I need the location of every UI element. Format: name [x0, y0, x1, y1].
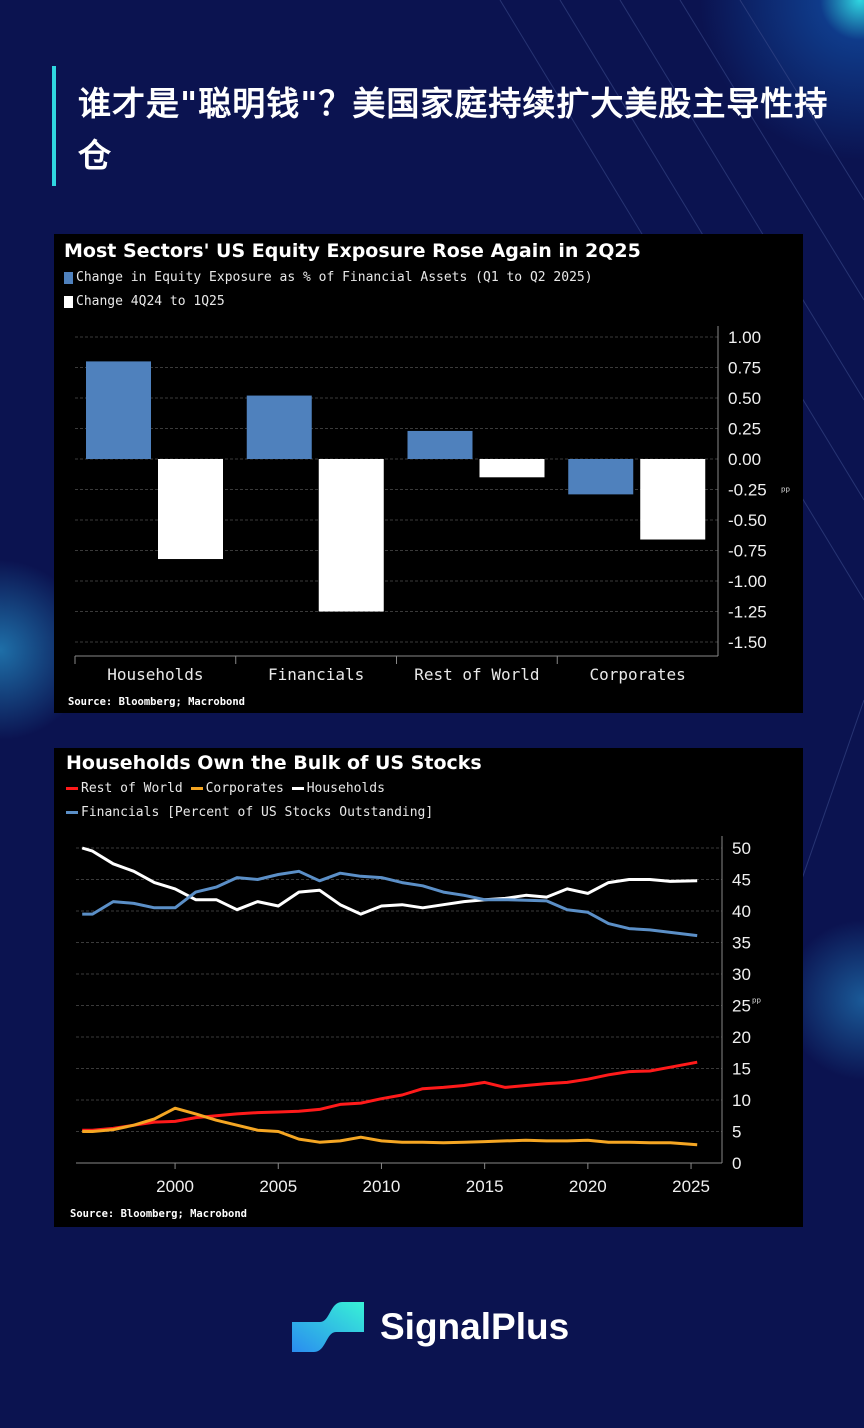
x-tick-label: 2000 — [156, 1177, 194, 1196]
signalplus-logo: SignalPlus — [290, 1300, 569, 1354]
y-tick-label: 30 — [732, 965, 751, 984]
brand-name: SignalPlus — [380, 1306, 570, 1347]
legend-swatch — [64, 295, 73, 308]
y-tick-label: 50 — [732, 839, 751, 858]
y-tick-label: -0.25 — [728, 481, 767, 500]
series-line-corporates — [82, 1106, 698, 1147]
signalplus-logo-icon — [292, 1302, 364, 1352]
x-category-label: Corporates — [589, 665, 685, 684]
y-tick-label: 20 — [732, 1028, 751, 1047]
y-tick-label: 0 — [732, 1154, 741, 1173]
legend-swatch — [64, 271, 73, 284]
y-tick-label: 15 — [732, 1060, 751, 1079]
bar-households-series-2 — [158, 459, 223, 560]
unit-label: pp — [781, 486, 790, 494]
y-tick-label: 1.00 — [728, 328, 761, 347]
x-category-label: Households — [107, 665, 203, 684]
x-category-label: Rest of World — [414, 665, 539, 684]
series-line-rest — [82, 1060, 698, 1132]
bar-financials-series-2 — [318, 459, 384, 612]
legend-label: Corporates — [205, 781, 284, 796]
legend-label: Change in Equity Exposure as % of Financ… — [76, 270, 593, 285]
y-tick-label: 10 — [732, 1091, 751, 1110]
bar-corporates-series-1 — [568, 459, 634, 495]
x-tick-label: 2020 — [569, 1177, 607, 1196]
x-tick-label: 2025 — [672, 1177, 710, 1196]
bar-financials-series-1 — [246, 395, 312, 459]
unit-label: pp — [752, 997, 761, 1005]
y-tick-label: 35 — [732, 934, 751, 953]
legend-item-q1-q2: Change in Equity Exposure as % of Financ… — [64, 270, 593, 285]
series-line-financials — [82, 869, 698, 938]
chart-source: Source: Bloomberg; Macrobond — [68, 696, 246, 708]
chart-source: Source: Bloomberg; Macrobond — [70, 1208, 248, 1220]
legend-label: Households — [306, 781, 385, 796]
y-tick-label: -1.00 — [728, 572, 767, 591]
x-category-label: Financials — [268, 665, 364, 684]
x-tick-label: 2010 — [363, 1177, 401, 1196]
y-tick-label: 25 — [732, 997, 751, 1016]
y-tick-label: 0.25 — [728, 420, 761, 439]
legend-item-4q24-1q25: Change 4Q24 to 1Q25 — [64, 294, 225, 309]
title-accent-bar — [52, 66, 56, 186]
legend-label: Change 4Q24 to 1Q25 — [76, 294, 225, 309]
legend-row-1: Rest of World Corporates Households — [66, 781, 385, 796]
y-tick-label: -0.75 — [728, 542, 767, 561]
y-tick-label: 0.75 — [728, 359, 761, 378]
y-tick-label: 0.00 — [728, 450, 761, 469]
y-tick-label: -1.50 — [728, 633, 767, 652]
chart-title: Most Sectors' US Equity Exposure Rose Ag… — [64, 240, 641, 262]
bar-households-series-1 — [86, 361, 151, 459]
legend-label: Financials [Percent of US Stocks Outstan… — [81, 805, 434, 820]
x-tick-label: 2015 — [466, 1177, 504, 1196]
y-tick-label: 40 — [732, 902, 751, 921]
chart-title: Households Own the Bulk of US Stocks — [66, 752, 482, 774]
y-tick-label: 45 — [732, 871, 751, 890]
line-chart-stock-ownership: Households Own the Bulk of US Stocks Res… — [54, 748, 803, 1227]
bar-chart-equity-exposure: Most Sectors' US Equity Exposure Rose Ag… — [54, 234, 803, 713]
y-tick-label: 0.50 — [728, 389, 761, 408]
y-tick-label: -0.50 — [728, 511, 767, 530]
y-tick-label: 5 — [732, 1123, 741, 1142]
legend-swatch-rest-of-world — [66, 787, 78, 790]
y-tick-label: -1.25 — [728, 603, 767, 622]
bar-corporates-series-2 — [640, 459, 706, 540]
legend-label: Rest of World — [81, 781, 183, 796]
bar-rest-of-world-series-2 — [479, 459, 545, 478]
bar-plot: 1.00 0.75 0.50 0.25 0.00 -0.25 -0.50 -0.75 -1.00… — [74, 326, 790, 684]
page-title: 谁才是"聪明钱"？美国家庭持续扩大美股主导性持仓 — [78, 84, 829, 175]
x-tick-label: 2005 — [259, 1177, 297, 1196]
legend-swatch-households — [291, 787, 304, 790]
legend-swatch-corporates — [190, 787, 203, 790]
legend-row-2: Financials [Percent of US Stocks Outstan… — [66, 805, 433, 820]
series-line-households — [81, 846, 698, 916]
legend-swatch-financials — [66, 811, 78, 814]
bar-rest-of-world-series-1 — [407, 430, 473, 459]
